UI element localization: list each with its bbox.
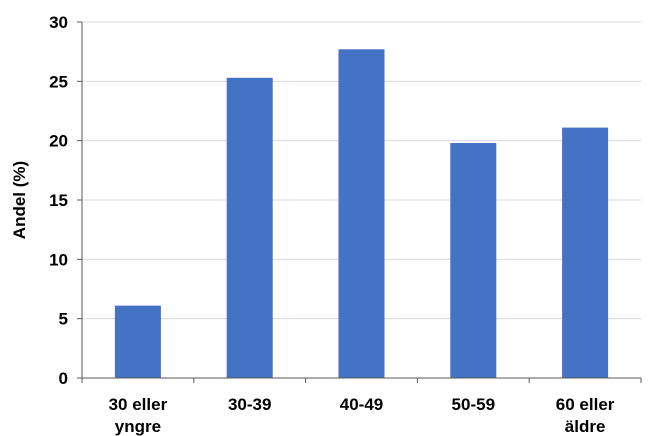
y-tick-label: 10: [49, 250, 68, 269]
y-tick-label: 0: [59, 369, 68, 388]
y-tick-label: 30: [49, 13, 68, 32]
x-tick-label: 30 eller yngre: [109, 395, 168, 436]
x-tick-label: 30-39: [228, 395, 271, 414]
x-tick-labels: 30 eller yngre 30-39 40-49 50-59 60 eller äldr…: [109, 395, 615, 436]
bars: [114, 49, 609, 379]
x-tick-label: 60 eller äldre: [556, 395, 615, 436]
bar: [562, 127, 609, 378]
y-tick-label: 25: [49, 72, 68, 91]
bar: [114, 305, 161, 378]
y-tick-label: 15: [49, 191, 68, 210]
y-tick-label: 20: [49, 132, 68, 151]
y-tick-labels: 0 5 10 15 20 25 30: [49, 13, 68, 388]
bar: [338, 49, 385, 378]
bar: [450, 143, 497, 378]
axes: [77, 21, 642, 383]
y-axis-title: Andel (%): [10, 161, 29, 239]
x-tick-label: 50-59: [452, 395, 495, 414]
bar: [226, 77, 273, 379]
x-tick-label: 40-49: [340, 395, 383, 414]
y-tick-label: 5: [59, 310, 68, 329]
